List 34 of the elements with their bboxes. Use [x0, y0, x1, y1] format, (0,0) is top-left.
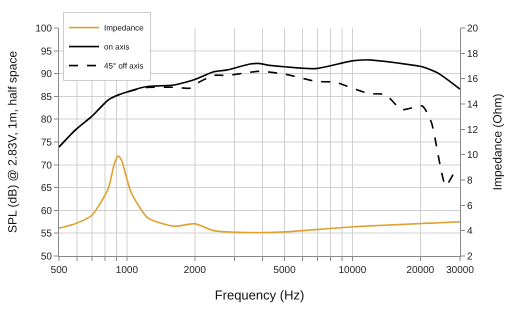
x-tick-label: 1000 [116, 265, 138, 276]
y2-tick-label: 14 [467, 100, 479, 110]
y-tick-label: 80 [40, 114, 52, 126]
y-tick-label: 75 [40, 138, 52, 148]
x-tick-label: 500 [50, 265, 68, 276]
y2-tick-label: 10 [467, 150, 479, 162]
y-tick-label: 65 [40, 183, 52, 194]
y2-tick-label: 16 [467, 74, 479, 86]
x-axis-title: Frequency (Hz) [214, 288, 304, 303]
y2-tick-label: 12 [467, 124, 479, 136]
legend-label: Impedance [104, 24, 144, 33]
y-tick-label: 95 [40, 46, 52, 58]
y-tick-label: 100 [35, 24, 52, 34]
legend-label: on axis [104, 42, 130, 52]
y-tick-label: 85 [40, 92, 52, 103]
y2-tick-label: 18 [467, 48, 479, 60]
y2-tick-label: 6 [467, 200, 473, 212]
y2-tick-label: 8 [467, 176, 473, 186]
x-tick-label: 5000 [273, 265, 296, 276]
y2-tick-label: 20 [467, 24, 479, 34]
y-tick-label: 90 [40, 69, 52, 80]
x-tick-label: 30000 [446, 265, 474, 276]
y2-tick-label: 2 [467, 252, 473, 262]
x-tick-label: 10000 [338, 265, 367, 276]
y2-axis-title: Impedance (Ohm) [490, 94, 504, 190]
y2-tick-label: 4 [467, 226, 473, 238]
y-tick-label: 55 [40, 228, 52, 240]
y-tick-label: 60 [40, 206, 52, 217]
legend-label: 45° off axis [104, 62, 144, 71]
x-tick-label: 2000 [184, 265, 206, 276]
x-tick-label: 20000 [406, 265, 435, 276]
y-tick-label: 70 [40, 160, 52, 172]
y-tick-label: 50 [40, 252, 52, 262]
y-axis-title: SPL (dB) @ 2.83V, 1m, half space [6, 50, 20, 234]
